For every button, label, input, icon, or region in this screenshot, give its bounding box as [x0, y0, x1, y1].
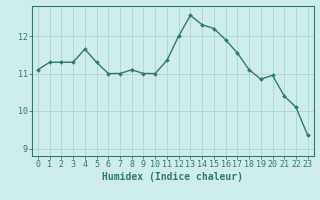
X-axis label: Humidex (Indice chaleur): Humidex (Indice chaleur)	[102, 172, 243, 182]
